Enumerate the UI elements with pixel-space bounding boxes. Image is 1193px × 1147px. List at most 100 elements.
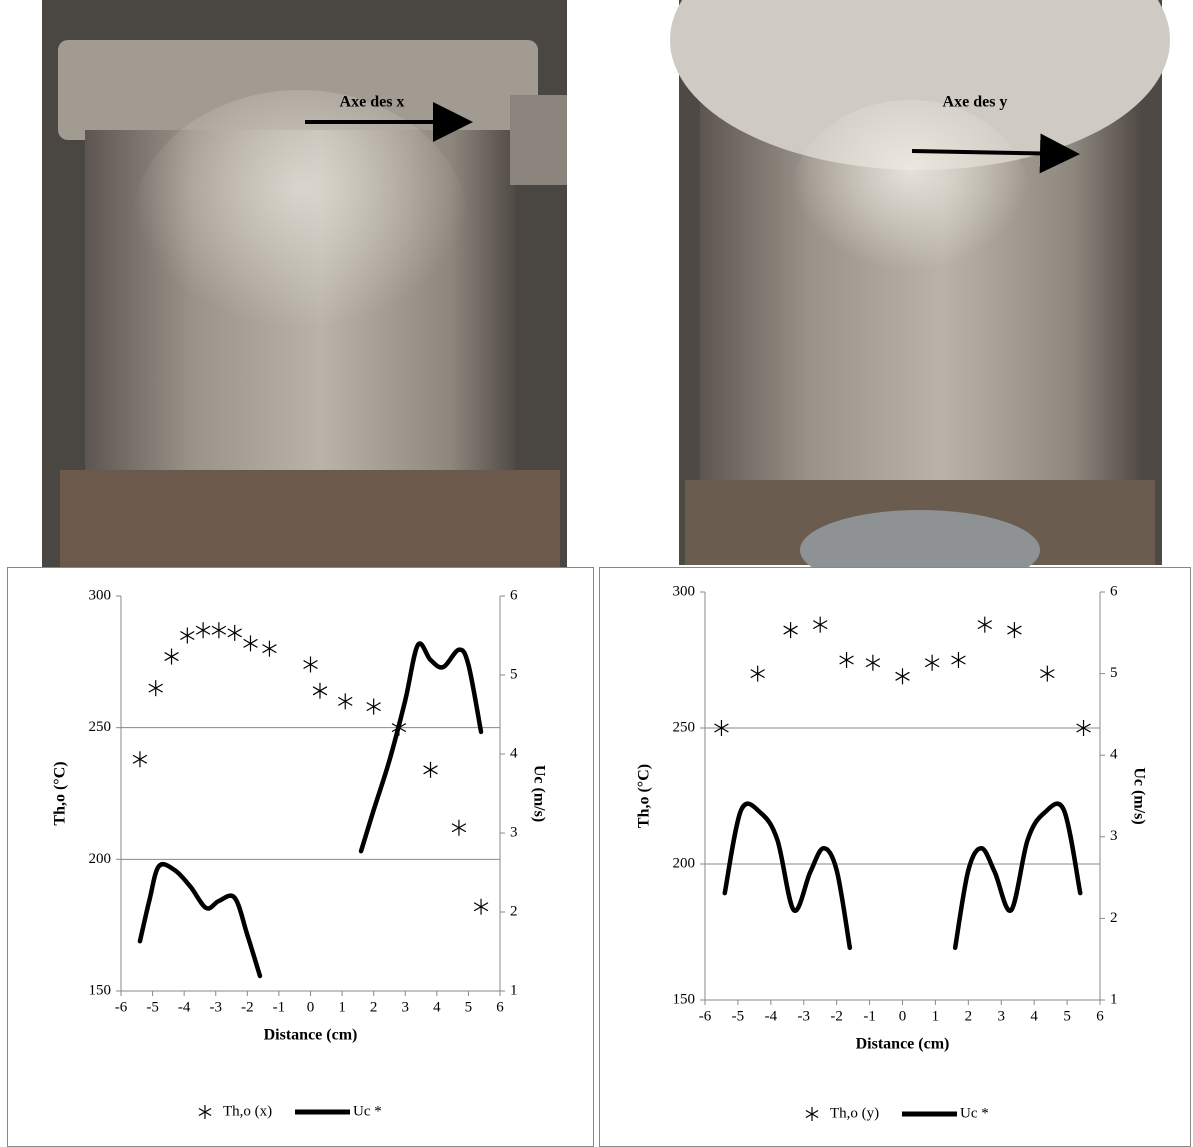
marker-stroke [198, 1107, 212, 1117]
y-tick-label: 200 [89, 851, 112, 867]
data-point [1076, 720, 1091, 736]
y-tick-label: 150 [673, 991, 696, 1007]
x-tick-label: 5 [465, 999, 473, 1015]
marker-stroke [451, 823, 467, 833]
marker-stroke [262, 644, 277, 654]
legend-marker [198, 1105, 212, 1119]
x-tick-label: -4 [178, 999, 191, 1015]
data-point [750, 665, 765, 682]
data-point [366, 698, 381, 715]
x-tick-label: 6 [1096, 1008, 1104, 1024]
x-tick-label: -5 [732, 1008, 745, 1024]
data-point [924, 654, 940, 671]
arrow [911, 133, 1080, 174]
marker-stroke [783, 625, 798, 635]
marker-stroke [423, 765, 438, 775]
data-point [180, 627, 195, 644]
y2-tick-label: 5 [510, 666, 518, 682]
photo-label: Axe des x [340, 94, 405, 111]
marker-stroke [865, 658, 881, 668]
chart-frame [7, 567, 594, 1147]
photo-right: Axe des y [670, 0, 1170, 590]
marker-stroke [164, 652, 179, 662]
marker-stroke [132, 754, 148, 764]
marker-stroke [243, 638, 258, 648]
x-tick-label: -3 [210, 999, 223, 1015]
y2-axis-label: Uc (m/s) [530, 765, 547, 822]
x-tick-label: -5 [146, 999, 159, 1015]
y-tick-label: 200 [673, 855, 696, 871]
marker-stroke [812, 620, 828, 630]
data-point [303, 656, 318, 673]
y-tick-label: 250 [673, 719, 696, 735]
legend-label: Uc * [960, 1105, 989, 1121]
y-tick-label: 150 [89, 982, 112, 998]
data-point [211, 622, 227, 639]
marker-stroke [1076, 723, 1091, 733]
data-point [338, 693, 353, 710]
y2-tick-label: 2 [1110, 910, 1118, 926]
data-point [262, 640, 277, 657]
x-tick-label: 6 [496, 999, 504, 1015]
y2-axis-label: Uc (m/s) [1130, 767, 1147, 824]
data-point [227, 624, 242, 641]
marker-stroke [1040, 669, 1055, 679]
marker-stroke [714, 723, 729, 733]
x-tick-label: 1 [338, 999, 346, 1015]
marker-stroke [977, 620, 993, 630]
data-point [714, 720, 729, 736]
y-tick-label: 300 [673, 583, 696, 599]
legend-label: Th,o (y) [830, 1105, 879, 1121]
x-tick-label: 0 [899, 1008, 907, 1024]
x-axis-label: Distance (cm) [856, 1036, 950, 1053]
data-point [783, 622, 798, 639]
x-tick-label: -6 [115, 999, 128, 1015]
marker-stroke [895, 671, 910, 681]
x-tick-label: 0 [307, 999, 315, 1015]
data-line [137, 641, 484, 979]
x-tick-label: -1 [273, 999, 286, 1015]
x-axis-label: Distance (cm) [264, 1027, 358, 1044]
photo-left: Axe des x [42, 0, 567, 567]
data-point [243, 635, 258, 652]
x-tick-label: 3 [998, 1008, 1006, 1024]
marker-stroke [180, 630, 195, 641]
data-point [132, 751, 148, 768]
photo-label: Axe des y [943, 94, 1008, 111]
data-point [195, 622, 211, 639]
y-tick-label: 300 [89, 587, 112, 603]
x-tick-label: 2 [370, 999, 378, 1015]
data-point [865, 654, 881, 671]
x-tick-label: 4 [433, 999, 441, 1015]
legend-label: Th,o (x) [223, 1103, 272, 1119]
y2-tick-label: 2 [510, 903, 518, 919]
y2-tick-label: 1 [1110, 991, 1118, 1007]
marker-stroke [1007, 625, 1022, 635]
x-tick-label: 3 [402, 999, 410, 1015]
y2-tick-label: 6 [1110, 583, 1118, 599]
y2-tick-label: 5 [1110, 665, 1118, 681]
y-axis-label: Th,o (°C) [636, 764, 653, 828]
data-point [1040, 665, 1055, 682]
marker-stroke [473, 902, 489, 912]
marker-stroke [839, 655, 854, 665]
x-tick-label: -2 [830, 1008, 843, 1024]
y2-tick-label: 3 [1110, 828, 1118, 844]
x-tick-label: -2 [241, 999, 254, 1015]
y-axis-label: Th,o (°C) [52, 761, 69, 825]
x-tick-label: 5 [1063, 1008, 1071, 1024]
marker-stroke [750, 669, 765, 679]
x-tick-label: 1 [932, 1008, 940, 1024]
y2-tick-label: 4 [510, 745, 518, 761]
chart-frame [599, 567, 1191, 1147]
data-point [1007, 622, 1022, 639]
legend-label: Uc * [353, 1103, 382, 1119]
marker-stroke [195, 625, 211, 635]
marker-stroke [227, 628, 242, 638]
x-tick-label: -1 [863, 1008, 876, 1024]
x-tick-label: -4 [765, 1008, 778, 1024]
legend-marker [805, 1107, 819, 1121]
data-point [148, 680, 163, 697]
marker-stroke [366, 702, 381, 712]
